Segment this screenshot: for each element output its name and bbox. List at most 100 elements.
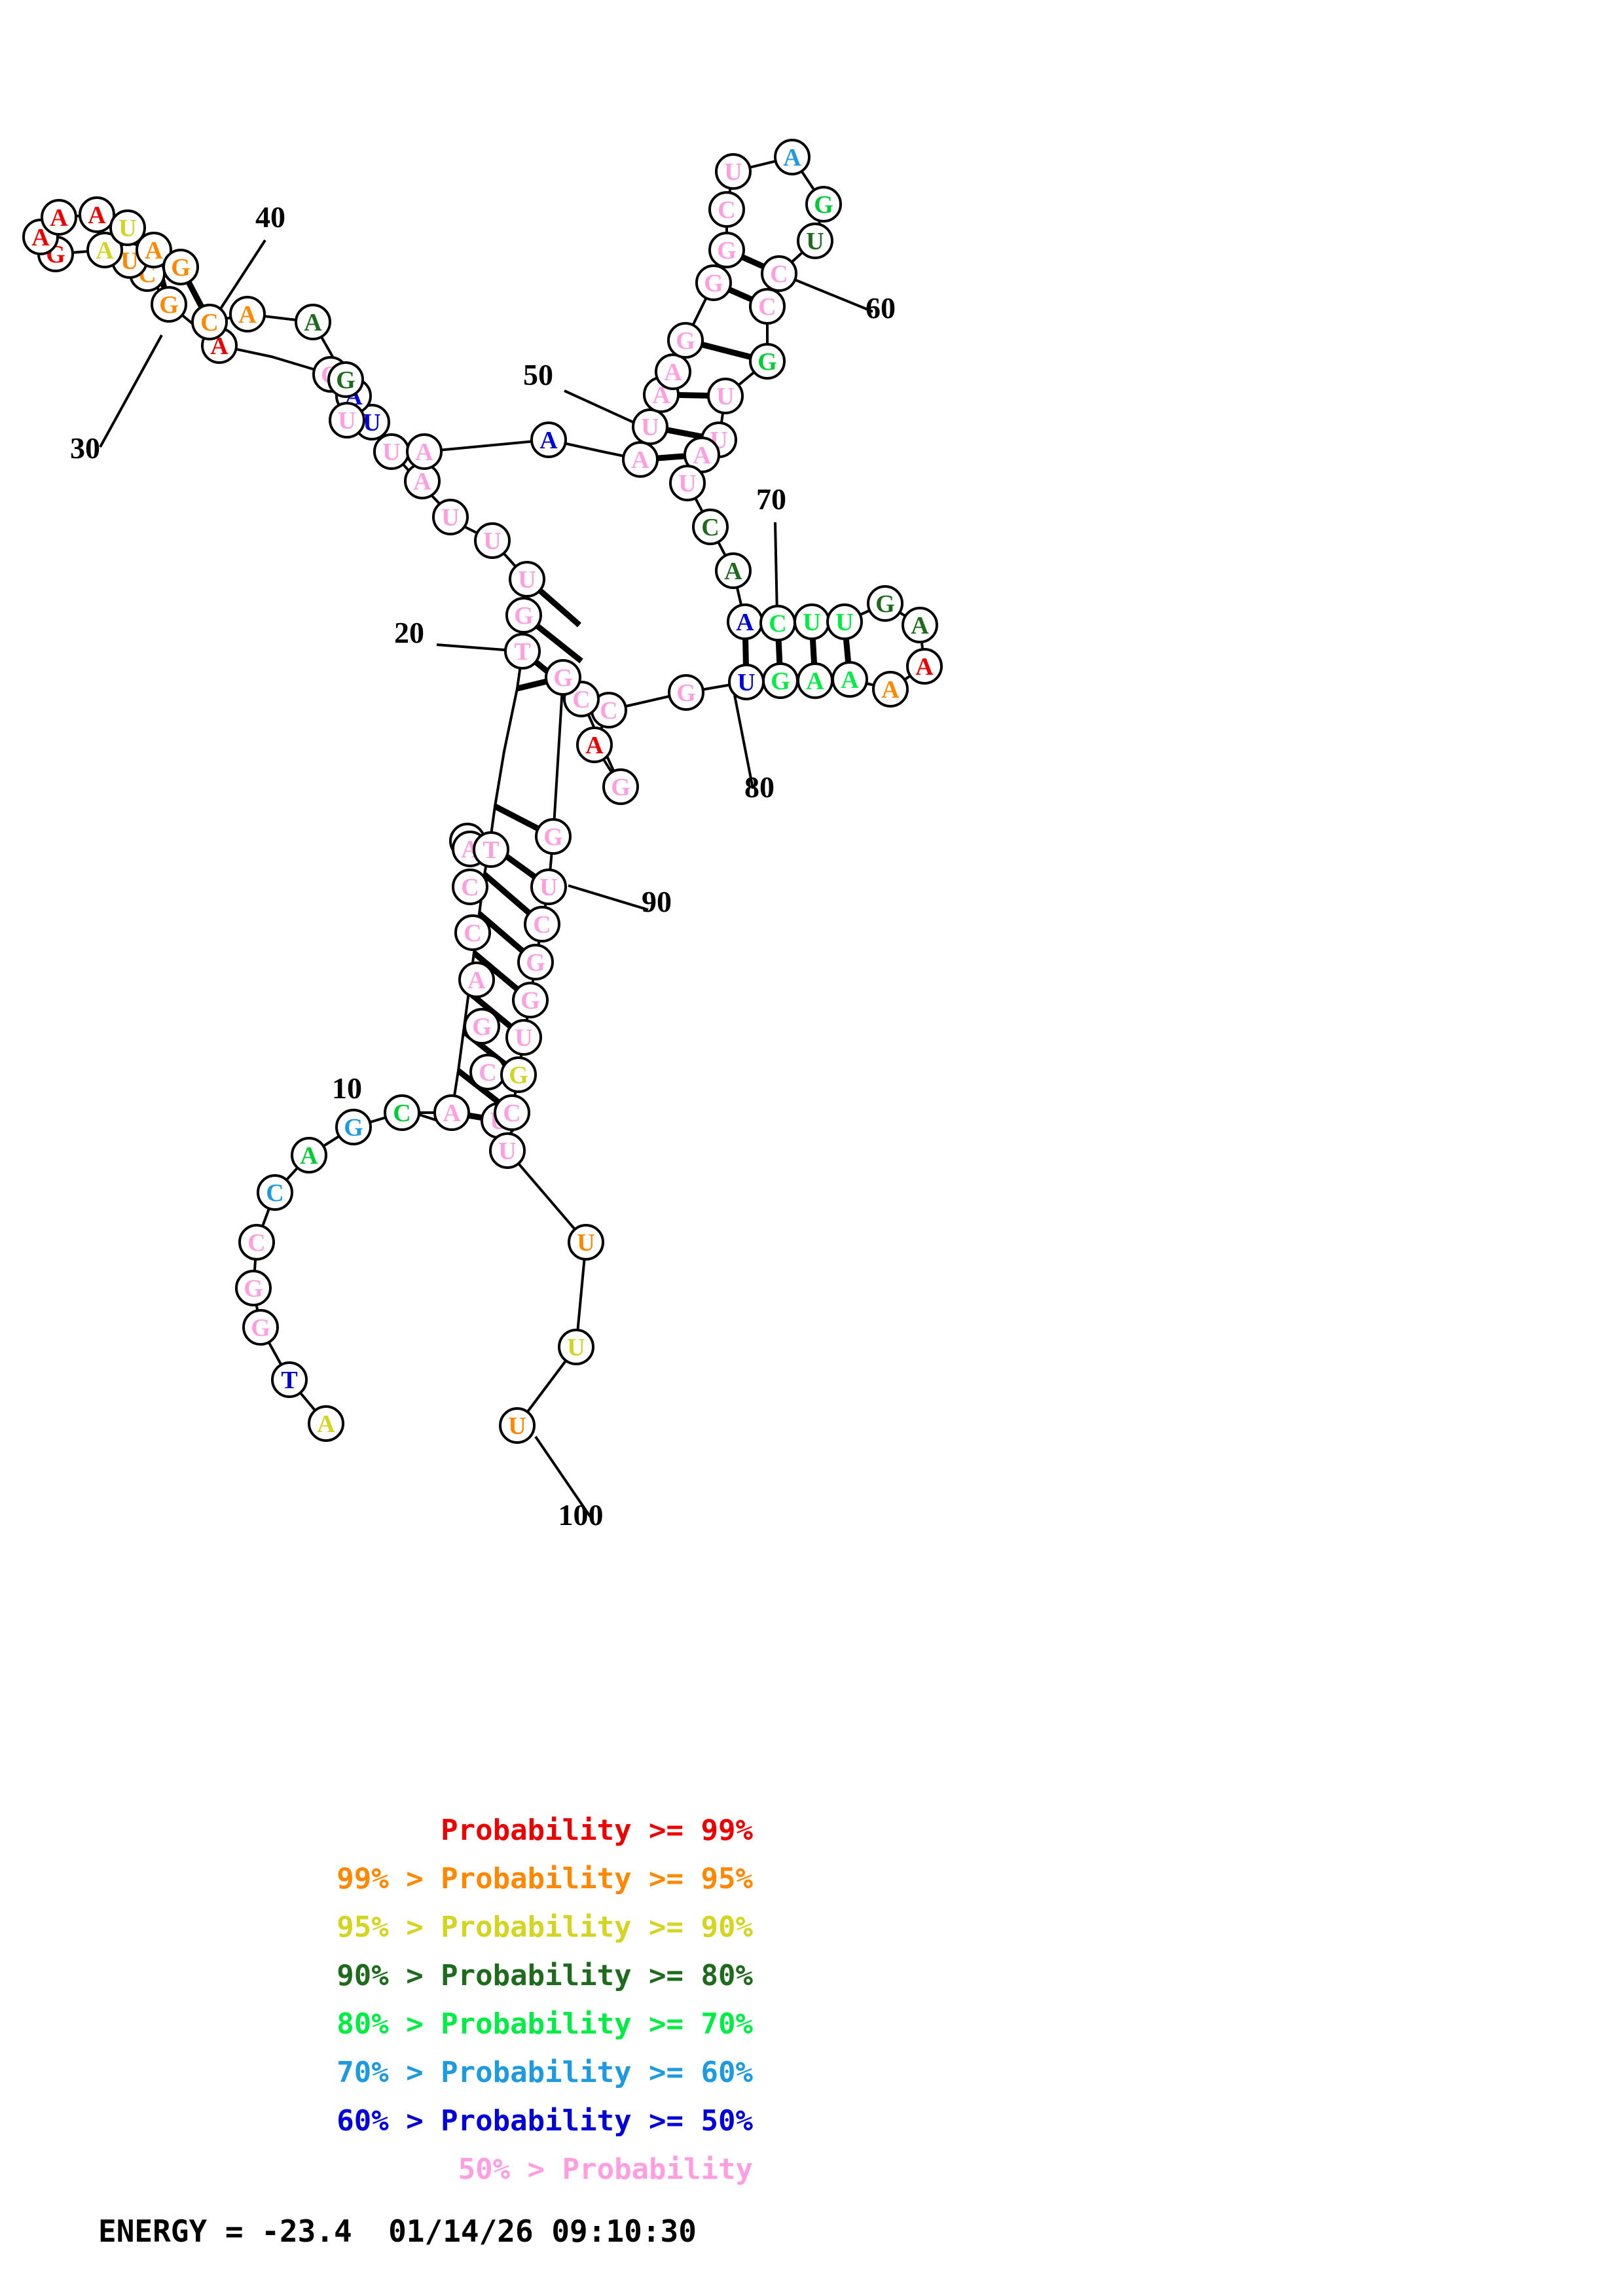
nucleotide-circle [708,232,745,268]
nucleotide-circle [473,831,509,868]
nucleotide-circle [708,191,745,228]
nucleotide-57: U [715,153,752,190]
nucleotide-circle [568,1224,604,1261]
nucleotide-letter: G [757,348,777,376]
leader-line-4 [564,389,641,427]
nucleotide-79: A [797,662,833,699]
nucleotide-circle [867,585,903,622]
nucleotide-letter: C [701,514,719,541]
nucleotide-circle [517,944,554,980]
nucleotide-66: A [684,437,720,473]
nucleotide-letter: A [415,439,433,466]
nucleotide-letter: A [736,609,754,636]
nucleotide-letter: A [585,732,604,759]
nucleotide-67: U [669,465,706,501]
nucleotide-letter: C [200,309,218,336]
nucleotide-circle [308,1405,344,1442]
nucleotide-circle [655,353,691,390]
nucleotide-letter: U [363,409,380,437]
nucleotide-91: G [517,944,554,980]
nucleotide-53: G [667,322,704,359]
nucleotide-circle [291,1137,327,1174]
nucleotide-circle [235,1270,272,1306]
rna-diagram-svg: ATGGCCAGCAUCGACCGATTGUUUAUUAGAGCUAGAAAUA… [22,139,943,1532]
nucleotide-16: C [452,869,488,905]
nucleotide-letter: U [678,470,696,497]
nucleotide-circle [622,441,659,478]
nucleotide-letter: C [247,1229,265,1257]
position-label-40: 40 [255,200,285,234]
nucleotide-letter: A [304,309,322,336]
nucleotide-letter: A [806,668,824,695]
position-label-30: 30 [70,431,100,465]
nucleotide-layer: ATGGCCAGCAUCGACCGATTGUUUAUUAGAGCUAGAAAUA… [22,139,943,1444]
nucleotide-75: A [902,607,938,643]
nucleotide-letter: A [841,666,859,694]
position-label-50: 50 [523,358,553,391]
nucleotide-61: C [761,255,797,292]
nucleotide-letter: G [543,823,563,851]
nucleotide-letter: U [724,158,742,186]
nucleotide-letter: A [50,204,68,232]
nucleotide-70: A [727,603,763,640]
nucleotide-circle [692,509,729,545]
nucleotide-letter: A [145,237,163,264]
nucleotide-letter: A [664,359,682,386]
nucleotide-circle [774,139,811,175]
nucleotide-circle [41,199,77,236]
nucleotide-circle [749,288,786,325]
nucleotide-80: G [762,662,799,699]
nucleotide-letter: U [641,414,659,441]
legend-row-0: Probability >= 99% [441,1814,753,1847]
nucleotide-circle [384,1094,420,1131]
legend-row-1: 99% > Probability >= 95% [337,1862,753,1895]
nucleotide-letter: U [338,407,356,435]
nucleotide-circle [79,196,115,233]
nucleotide-letter: C [770,260,788,288]
nucleotide-6: C [257,1174,293,1211]
nucleotide-9: C [384,1094,420,1131]
nucleotide-letter: A [724,558,742,585]
nucleotide-circle [335,1109,372,1145]
position-label-100: 100 [558,1498,604,1532]
nucleotide-circle [458,961,495,998]
nucleotide-letter: U [737,669,755,696]
nucleotide-letter: G [244,1275,263,1302]
nucleotide-letter: U [835,609,853,636]
nucleotide-letter: T [514,638,530,666]
nucleotide-letter: G [336,367,356,394]
nucleotide-73: U [826,603,863,640]
nucleotide-10: A [433,1094,470,1131]
nucleotide-letter: G [171,254,191,281]
nucleotide-letter: U [539,874,557,901]
nucleotide-68: C [692,509,729,545]
nucleotide-circle [707,378,744,414]
probability-legend: Probability >= 99% 99% > Probability >= 9… [98,1806,884,2194]
legend-row-7: 50% > Probability [458,2153,753,2186]
nucleotide-circle [667,322,704,359]
nucleotide-circle [500,1056,537,1093]
numbering-layer: 10 20 30 40 50 60 70 80 90 100 [70,200,896,1532]
nucleotide-letter: C [600,697,617,725]
nucleotide-52: A [655,353,691,390]
nucleotide-letter: A [783,144,801,171]
energy-timestamp-line: ENERGY = -23.4 01/14/26 09:10:30 [98,2214,697,2249]
position-label-20: 20 [394,616,424,649]
nucleotide-21: G [505,597,542,634]
nucleotide-letter: G [875,590,895,618]
position-label-90: 90 [642,885,672,918]
nucleotide-letter: A [443,1100,461,1127]
position-label-80: 80 [744,770,775,804]
nucleotide-circle [432,499,469,535]
nucleotide-circle [499,1407,536,1444]
nucleotide-circle [558,1329,594,1365]
nucleotide-circle [805,186,842,223]
nucleotide-circle [668,674,704,711]
nucleotide-letter: U [483,528,501,555]
nucleotide-84: G [602,768,639,805]
nucleotide-58: A [774,139,811,175]
legend-row-3: 90% > Probability >= 80% [337,1959,753,1992]
nucleotide-letter: A [915,653,934,681]
nucleotide-92: G [512,982,549,1018]
nucleotide-15: C [454,914,491,951]
